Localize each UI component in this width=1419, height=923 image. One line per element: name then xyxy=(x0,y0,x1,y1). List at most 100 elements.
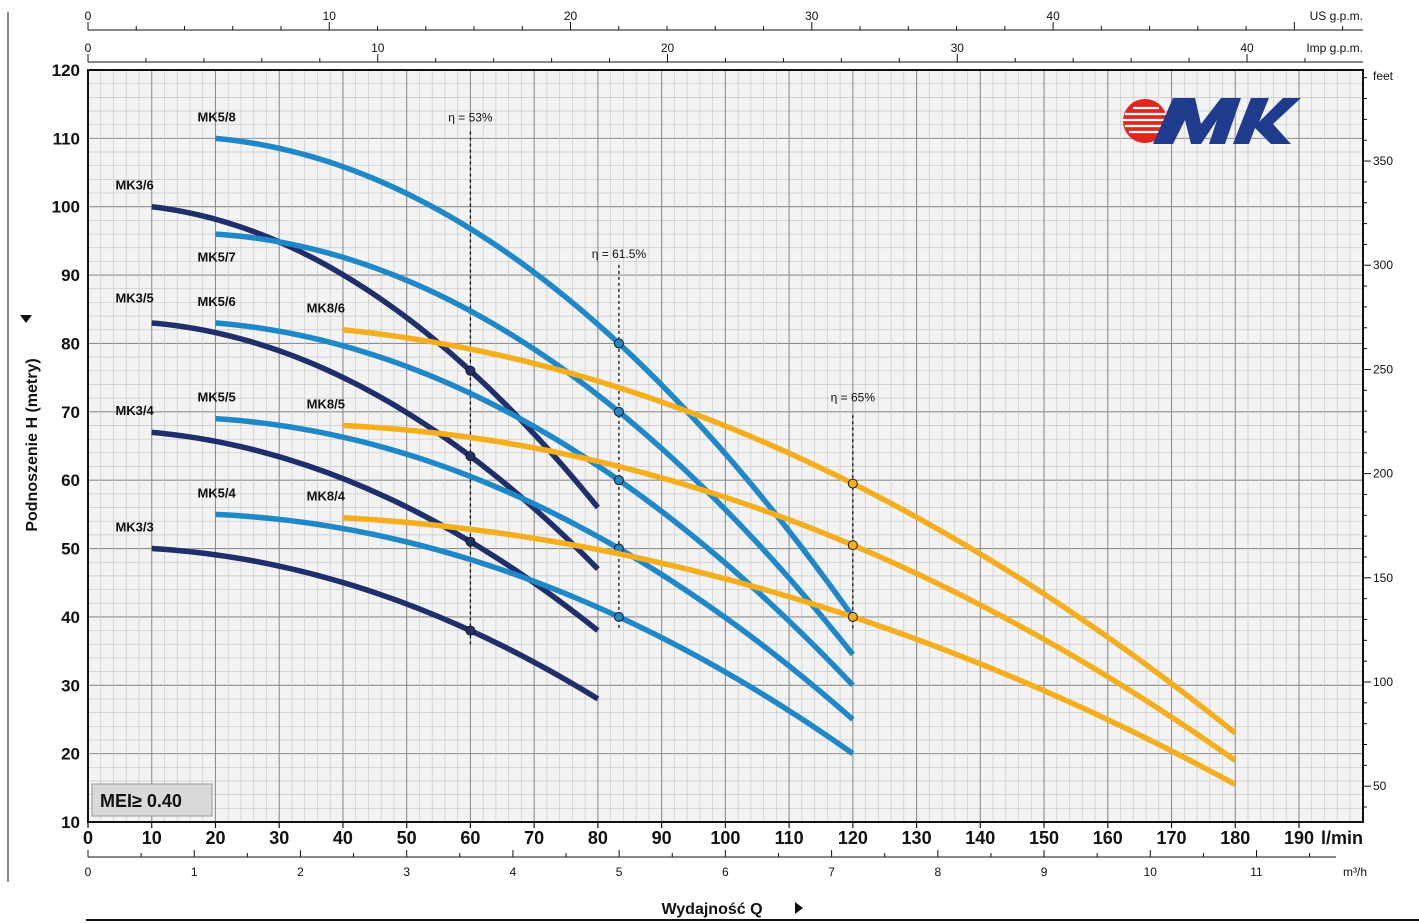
y-tick-label: 40 xyxy=(61,608,80,627)
efficiency-point xyxy=(613,611,624,622)
y-tick-label: 80 xyxy=(61,334,80,353)
x-tick-label: 90 xyxy=(652,828,672,848)
series-curve xyxy=(342,327,1237,736)
efficiency-point xyxy=(613,475,624,486)
x-tick-label: 20 xyxy=(205,828,225,848)
x-tick-label: 170 xyxy=(1157,828,1187,848)
feet-tick-label: 300 xyxy=(1373,258,1393,272)
x-tick-label: 120 xyxy=(838,828,868,848)
m3h-tick-label: 8 xyxy=(934,865,941,879)
series-labels: MK3/3 MK3/4 MK3/5 MK3/6 MK5/4 MK5/5 MK5/6 MK5/7… xyxy=(115,109,345,534)
mei-text: MEI≥ 0.40 xyxy=(100,791,182,811)
series-label: MK8/5 xyxy=(307,396,345,411)
imp-gpm-tick-label: 30 xyxy=(951,41,965,55)
series-label: MK3/4 xyxy=(115,403,154,418)
efficiency-point xyxy=(465,365,476,376)
imp-gpm-unit-label: Imp g.p.m. xyxy=(1306,41,1363,55)
x-tick-label: 80 xyxy=(588,828,608,848)
efficiency-label: η = 65% xyxy=(831,391,876,405)
us-gpm-tick-label: 30 xyxy=(805,9,819,23)
m3h-tick-label: 0 xyxy=(85,865,92,879)
us-gpm-unit-label: US g.p.m. xyxy=(1310,9,1363,23)
x-tick-label: 130 xyxy=(902,828,932,848)
x-tick-label: 100 xyxy=(710,828,740,848)
series-label: MK5/5 xyxy=(197,390,235,405)
m3h-tick-label: 5 xyxy=(616,865,623,879)
series-label: MK5/4 xyxy=(197,485,236,500)
y-tick-label: 110 xyxy=(53,129,80,148)
efficiency-point xyxy=(465,625,476,636)
series-label: MK3/3 xyxy=(115,519,153,534)
m3h-unit-label: m³/h xyxy=(1343,865,1367,879)
imp-gpm-tick-label: 40 xyxy=(1240,41,1254,55)
efficiency-point xyxy=(465,536,476,547)
m3h-tick-label: 1 xyxy=(191,865,198,879)
x-tick-label: 40 xyxy=(333,828,353,848)
feet-unit-label: feet xyxy=(1373,69,1394,83)
us-gpm-tick-label: 10 xyxy=(323,9,337,23)
y-tick-label: 60 xyxy=(61,471,80,490)
y-tick-label: 120 xyxy=(52,61,80,80)
efficiency-point xyxy=(847,540,858,551)
us-gpm-tick-label: 20 xyxy=(564,9,578,23)
m3h-tick-label: 3 xyxy=(403,865,410,879)
m3h-tick-label: 11 xyxy=(1250,865,1263,879)
m3h-tick-label: 6 xyxy=(722,865,729,879)
x-axis-arrow-icon xyxy=(795,902,803,914)
m3h-tick-label: 7 xyxy=(828,865,835,879)
efficiency-label: η = 61.5% xyxy=(592,247,647,261)
y-tick-label: 50 xyxy=(61,540,80,559)
mk-logo xyxy=(1123,98,1301,144)
feet-tick-label: 350 xyxy=(1373,154,1393,168)
series-label: MK3/5 xyxy=(115,290,153,305)
series-curve xyxy=(215,415,855,722)
y-tick-label: 30 xyxy=(61,676,80,695)
us-gpm-tick-label: 40 xyxy=(1046,9,1060,23)
efficiency-point xyxy=(613,406,624,417)
feet-tick-label: 200 xyxy=(1373,467,1393,481)
x-tick-label: 140 xyxy=(965,828,995,848)
grid xyxy=(87,69,1364,823)
m3h-tick-label: 10 xyxy=(1144,865,1158,879)
y-tick-label: 100 xyxy=(52,198,80,217)
feet-tick-label: 100 xyxy=(1373,675,1393,689)
y-tick-label: 10 xyxy=(61,813,80,832)
series-label: MK3/6 xyxy=(115,178,153,193)
x-tick-label: 150 xyxy=(1029,828,1059,848)
series-label: MK5/7 xyxy=(197,249,235,264)
imp-gpm-tick-label: 10 xyxy=(371,41,385,55)
x-tick-label: 160 xyxy=(1093,828,1123,848)
series-curve xyxy=(215,511,855,756)
imp-gpm-tick-label: 0 xyxy=(85,41,92,55)
y-tick-label: 70 xyxy=(61,403,80,422)
x-tick-label: 30 xyxy=(269,828,289,848)
efficiency-point xyxy=(465,451,476,462)
y-axis-arrow-icon xyxy=(20,315,32,323)
x-tick-label: 50 xyxy=(397,828,417,848)
x-tick-label: 0 xyxy=(83,828,93,848)
series-curves xyxy=(151,135,1237,787)
series-curve xyxy=(151,545,600,702)
m3h-tick-label: 2 xyxy=(297,865,304,879)
efficiency-point xyxy=(613,338,624,349)
x-tick-label: 110 xyxy=(775,828,804,848)
mei-annotation: MEI≥ 0.40 xyxy=(91,783,213,817)
efficiency-point xyxy=(847,611,858,622)
efficiency-label: η = 53% xyxy=(448,110,493,124)
m3h-tick-label: 4 xyxy=(510,865,517,879)
series-label: MK5/6 xyxy=(197,294,235,309)
feet-tick-label: 250 xyxy=(1373,362,1393,376)
feet-tick-label: 50 xyxy=(1373,779,1387,793)
series-label: MK8/6 xyxy=(307,301,345,316)
feet-tick-label: 150 xyxy=(1373,571,1393,585)
series-label: MK8/4 xyxy=(307,489,346,504)
imp-gpm-tick-label: 20 xyxy=(661,41,675,55)
x-tick-label: 190 xyxy=(1284,828,1314,848)
series-curve xyxy=(342,515,1237,787)
efficiency-point xyxy=(847,478,858,489)
x-tick-label: 60 xyxy=(460,828,480,848)
x-tick-label: 70 xyxy=(524,828,544,848)
x-tick-label: 180 xyxy=(1220,828,1250,848)
